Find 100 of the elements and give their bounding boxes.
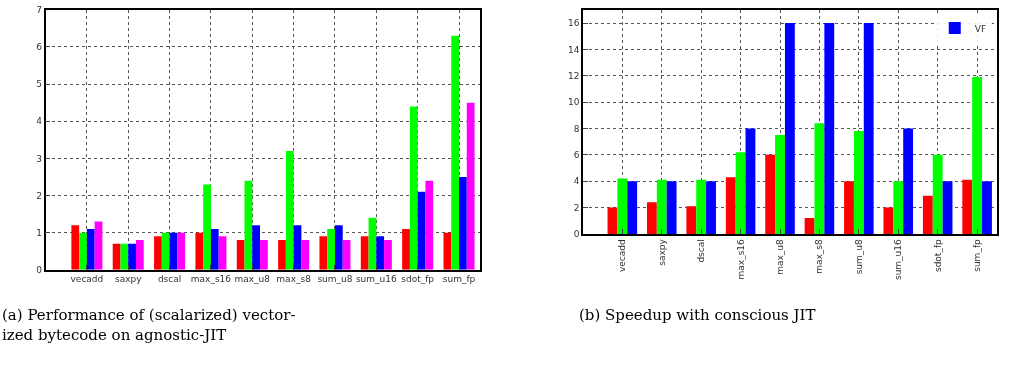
bar (903, 128, 914, 234)
bar (627, 181, 638, 234)
bar (71, 225, 80, 270)
bar (853, 131, 864, 234)
text: (b) Speedup with conscious JIT (579, 306, 816, 324)
bar (327, 228, 335, 270)
bar (765, 154, 776, 234)
x-tick-label: vecadd (70, 274, 104, 285)
bar (962, 179, 973, 234)
bar (285, 150, 294, 270)
bar (824, 23, 835, 234)
y-tick-label: 4 (573, 176, 580, 187)
bar (128, 243, 136, 270)
bar (617, 178, 628, 234)
x-tick-label: max_s16 (735, 238, 746, 280)
text: (a) Performance of (scalarized) vector- ized bytecode on agnostic-JIT (2, 306, 296, 344)
y-tick-label: 10 (567, 97, 580, 108)
bar (120, 243, 129, 270)
bar (735, 152, 746, 234)
bar (79, 232, 87, 270)
bar (775, 135, 785, 234)
bar (236, 240, 245, 270)
bar (844, 181, 854, 234)
bar (745, 128, 756, 234)
bar (409, 106, 418, 270)
bar (784, 23, 795, 234)
bar (260, 240, 268, 270)
x-tick-label: sum_u8 (317, 274, 353, 285)
x-tick-label: saxpy (656, 238, 667, 266)
bar (942, 181, 953, 234)
bar (360, 236, 369, 270)
bar (666, 181, 677, 234)
bar (893, 181, 904, 234)
y-tick-label: 7 (36, 5, 42, 16)
x-tick-label: sum_u8 (853, 238, 864, 275)
y-tick-label: 1 (36, 227, 42, 238)
bar (725, 177, 736, 234)
legend-label: VF (974, 23, 987, 34)
bar (376, 236, 385, 270)
bar (607, 207, 618, 234)
y-tick-label: 3 (36, 153, 42, 164)
bar (195, 232, 204, 270)
bar (210, 228, 219, 270)
y-tick-label: 5 (36, 79, 42, 90)
bar (161, 232, 170, 270)
bar (203, 184, 211, 270)
bar (686, 206, 697, 234)
y-tick-label: 6 (36, 42, 43, 53)
x-tick-label: max_s16 (190, 274, 232, 285)
x-tick-label: sum_u16 (893, 238, 904, 281)
bar (814, 123, 825, 234)
y-tick-label: 6 (573, 149, 580, 160)
y-tick-label: 12 (567, 70, 580, 81)
bar (319, 236, 328, 270)
bar (883, 207, 894, 234)
bar (402, 228, 410, 270)
x-tick-label: max_s8 (814, 238, 825, 274)
x-tick-label: max_s8 (276, 274, 312, 285)
x-tick-label: saxpy (114, 274, 143, 285)
bar (932, 154, 943, 234)
y-tick-label: 0 (573, 229, 580, 240)
y-tick-label: 14 (567, 44, 580, 55)
y-tick-label: 8 (573, 123, 580, 134)
x-tick-label: sdot_fp (401, 274, 435, 285)
x-tick-label: dscal (696, 239, 707, 263)
y-tick-label: 16 (567, 18, 580, 29)
bar (706, 181, 716, 234)
bar (135, 240, 144, 270)
bar (646, 202, 657, 234)
x-tick-label: max_u8 (234, 274, 271, 285)
bar (384, 240, 392, 270)
bar (154, 236, 162, 270)
bar (177, 232, 186, 270)
x-tick-label: sum_fp (442, 274, 476, 285)
bar (334, 225, 343, 270)
y-tick-label: 2 (573, 202, 580, 213)
x-tick-label: max_u8 (774, 238, 785, 275)
bar (972, 77, 983, 234)
bar (982, 181, 992, 234)
bar (301, 240, 310, 270)
bar (922, 195, 933, 234)
y-tick-label: 2 (36, 190, 42, 201)
bar (804, 218, 815, 234)
bar (252, 225, 261, 270)
x-tick-label: sum_fp (972, 238, 983, 272)
x-tick-label: dscal (157, 274, 182, 285)
x-tick-label: sdot_fp (932, 238, 943, 273)
bar (466, 102, 475, 270)
bar (656, 179, 667, 234)
bar (425, 180, 434, 270)
y-tick-label: 0 (36, 264, 43, 275)
bar (863, 23, 874, 234)
x-tick-label: vecadd (617, 239, 628, 272)
bar (86, 228, 95, 270)
bar (459, 176, 467, 270)
bar (696, 179, 707, 234)
y-tick-label: 4 (36, 116, 43, 127)
bar (278, 240, 286, 270)
bar (451, 35, 460, 270)
x-tick-label: sum_u16 (355, 274, 397, 285)
